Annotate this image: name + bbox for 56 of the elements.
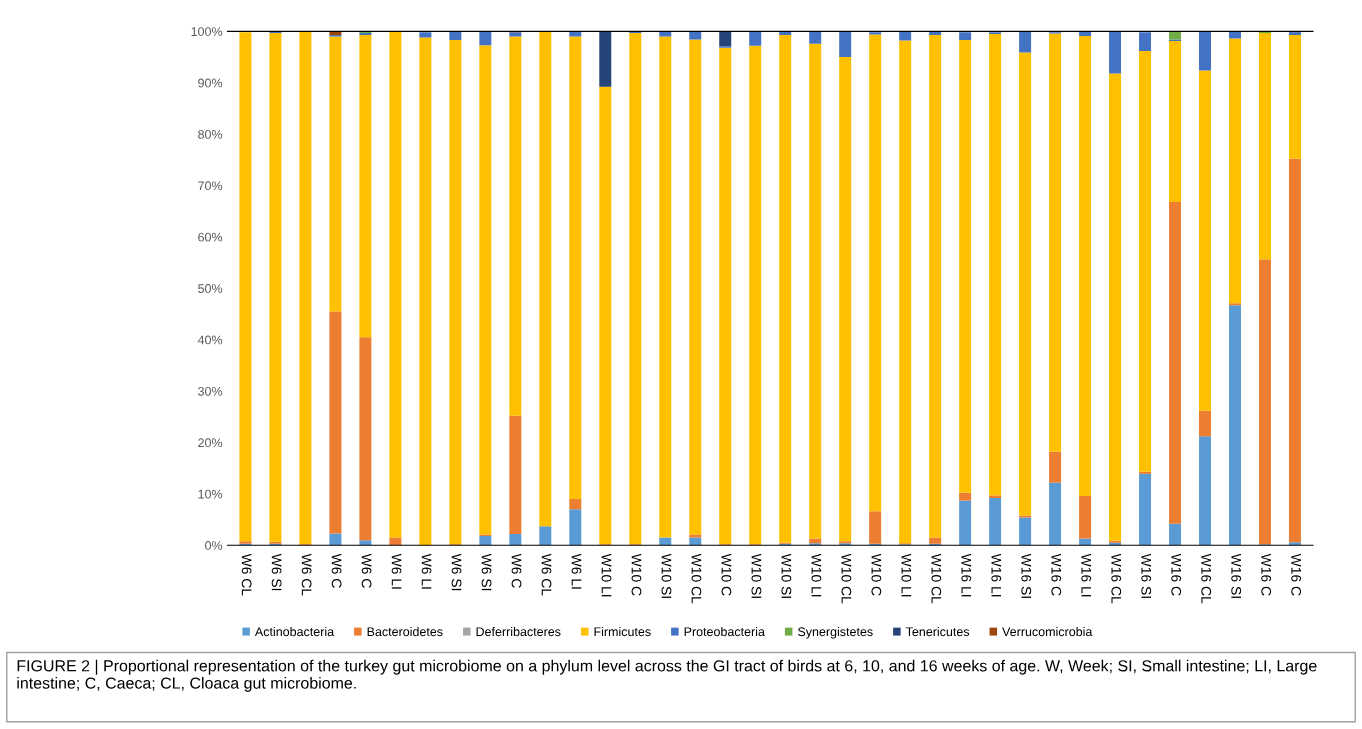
x-tick-label: W6 LI	[391, 553, 402, 589]
x-tick-label: W10 C	[631, 553, 642, 596]
legend-label: Verrucomicrobia	[1002, 626, 1093, 637]
x-tick-label: W16 LI	[991, 553, 1002, 597]
x-tick-label: W16 C	[1051, 553, 1062, 596]
x-tick-label: W16 SI	[1021, 553, 1032, 598]
x-tick-label: W6 CL	[541, 553, 552, 596]
legend-label: Deferribacteres	[476, 626, 561, 637]
y-tick-label: 40%	[197, 335, 223, 345]
legend-label: Firmicutes	[594, 626, 651, 637]
y-tick-label: 100%	[191, 27, 223, 36]
legend-label: Synergistetes	[797, 626, 873, 639]
x-tick-label: W10 C	[721, 553, 732, 596]
y-tick-label: 50%	[198, 284, 223, 293]
x-tick-label: W10 SI	[781, 553, 792, 598]
x-tick-label: W16 SI	[1141, 553, 1152, 598]
legend-label: Bacteroidetes	[367, 626, 443, 637]
x-tick-label: W10 CL	[931, 553, 942, 604]
legend-label: Actinobacteria	[254, 626, 335, 637]
x-tick-label: W16 CL	[1111, 553, 1122, 604]
x-tick-label: W16 SI	[1231, 553, 1242, 598]
x-tick-label: W10 LI	[601, 553, 612, 597]
x-tick-label: W16 LI	[1081, 553, 1092, 597]
y-tick-label: 80%	[198, 129, 223, 139]
x-tick-label: W10 SI	[661, 553, 672, 598]
x-tick-label: W6 CL	[241, 553, 252, 596]
x-tick-label: W16 C	[1171, 553, 1182, 596]
x-tick-label: W6 LI	[421, 553, 432, 589]
y-tick-label: 60%	[198, 232, 223, 242]
x-tick-label: W10 LI	[901, 553, 912, 597]
x-tick-label: W6 SI	[481, 553, 492, 591]
x-tick-label: W6 C	[361, 553, 372, 588]
x-tick-label: W16 LI	[961, 553, 972, 597]
y-tick-label: 90%	[198, 78, 223, 88]
legend-label: Proteobacteria	[684, 626, 765, 637]
x-tick-label: W6 C	[331, 553, 342, 588]
x-tick-label: W6 SI	[451, 553, 462, 591]
legend-label: Tenericutes	[905, 626, 970, 637]
y-tick-label: 70%	[198, 181, 223, 191]
y-tick-label: 20%	[198, 438, 223, 448]
y-tick-label: 10%	[198, 489, 223, 499]
x-tick-label: W16 C	[1261, 553, 1272, 596]
y-tick-label: 30%	[198, 386, 223, 396]
x-tick-label: W16 CL	[1201, 553, 1212, 604]
x-tick-label: W10 LI	[811, 553, 822, 597]
x-tick-label: W10 C	[871, 553, 882, 596]
caption: FIGURE 2 | Proportional representation of the turkey gut microbiome on a phylum level across the GI tract of birds at 6, 10, and 16 weeks of age. W, Week; SI, Small intestine; LI, Large intestine; C, Caeca; CL, Cloaca gut microbiome.	[17, 659, 1317, 692]
x-tick-label: W16 C	[1291, 553, 1302, 596]
x-tick-label: W10 SI	[751, 553, 762, 598]
x-tick-label: W10 CL	[691, 553, 702, 604]
x-tick-label: W6 C	[511, 553, 522, 588]
x-tick-label: W6 CL	[301, 553, 312, 596]
x-tick-label: W6 SI	[271, 553, 282, 591]
x-tick-label: W6 LI	[571, 553, 582, 589]
x-tick-label: W10 CL	[841, 553, 852, 604]
y-tick-label: 0%	[205, 541, 223, 550]
